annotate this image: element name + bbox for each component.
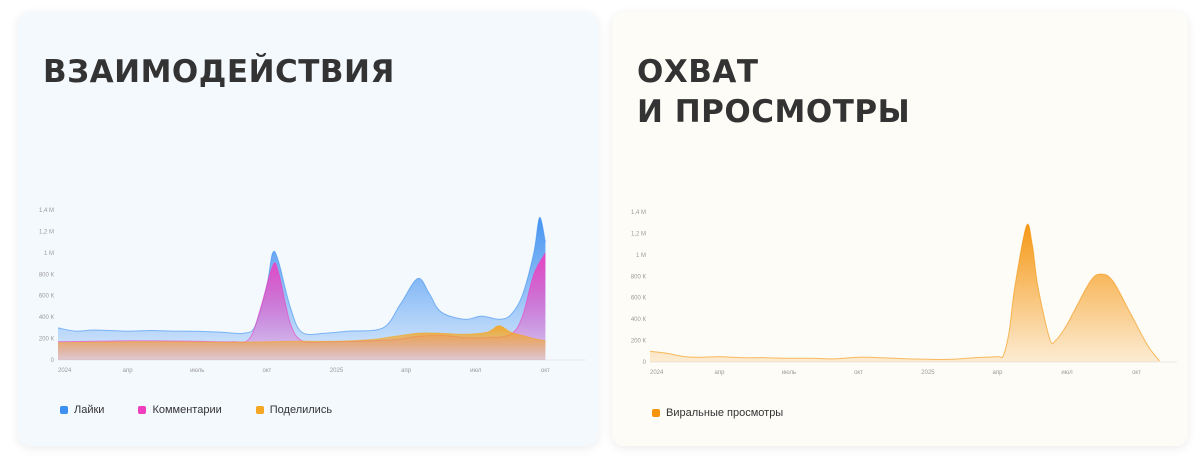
engagement-area-2 bbox=[58, 325, 546, 360]
legend-item-viral-views[interactable]: Виральные просмотры bbox=[652, 407, 783, 419]
reach-x-tick-1: апр bbox=[715, 370, 726, 376]
engagement-title: ВЗАИМОДЕЙСТВИЯ bbox=[43, 54, 395, 90]
reach-x-tick-5: апр bbox=[993, 370, 1004, 376]
reach-x-tick-7: окт bbox=[1132, 370, 1141, 376]
engagement-card: ВЗАИМОДЕЙСТВИЯ 0 200 К 400 К 600 К 800 К 1 М 1… bbox=[18, 12, 598, 446]
engagement-x-tick-0: 2024 bbox=[58, 368, 72, 374]
engagement-y-tick-2: 400 К bbox=[39, 315, 55, 321]
engagement-y-tick-6: 1,2 М bbox=[39, 229, 54, 235]
engagement-y-tick-3: 600 К bbox=[39, 294, 55, 300]
reach-card: ОХВАТ И ПРОСМОТРЫ 0 200 К 400 К 600 К 800 К 1… bbox=[612, 12, 1188, 446]
reach-legend: Виральные просмотры bbox=[652, 407, 783, 419]
reach-y-tick-5: 1 М bbox=[636, 253, 646, 259]
reach-x-tick-6: июл bbox=[1061, 370, 1073, 376]
engagement-line-0 bbox=[57, 216, 546, 335]
legend-item-comments[interactable]: Комментарии bbox=[138, 404, 222, 416]
legend-label-comments: Комментарии bbox=[152, 404, 222, 416]
legend-label-likes: Лайки bbox=[74, 404, 105, 416]
legend-swatch-shares bbox=[255, 406, 264, 414]
reach-x-tick-2: июль bbox=[782, 370, 796, 376]
engagement-x-tick-2: июль bbox=[190, 368, 204, 374]
legend-swatch-comments bbox=[138, 406, 147, 414]
engagement-x-tick-6: июл bbox=[470, 368, 482, 374]
reach-x-tick-4: 2025 bbox=[921, 370, 935, 376]
reach-y-tick-0: 0 bbox=[643, 360, 647, 366]
reach-y-tick-7: 1,4 М bbox=[631, 210, 646, 216]
engagement-y-tick-0: 0 bbox=[51, 358, 55, 364]
legend-swatch-viral-views bbox=[652, 409, 660, 417]
reach-line-0 bbox=[649, 223, 1160, 362]
reach-y-tick-4: 800 К bbox=[631, 274, 647, 280]
reach-x-tick-3: окт bbox=[854, 370, 863, 376]
reach-y-tick-1: 200 К bbox=[631, 339, 647, 345]
reach-y-tick-2: 400 К bbox=[631, 317, 647, 323]
legend-item-likes[interactable]: Лайки bbox=[60, 404, 104, 416]
engagement-legend: Лайки Комментарии Поделились bbox=[60, 404, 332, 416]
engagement-chart: 0 200 К 400 К 600 К 800 К 1 М 1,2 М 1,4 М 2024 ап… bbox=[39, 208, 586, 374]
legend-label-viral-views: Виральные просмотры bbox=[666, 407, 784, 419]
engagement-x-tick-3: окт bbox=[262, 368, 271, 374]
legend-swatch-likes bbox=[60, 406, 68, 414]
legend-item-shares[interactable]: Поделились bbox=[255, 404, 333, 416]
reach-chart: 0 200 К 400 К 600 К 800 К 1 М 1,2 М 1,4 М 2024 ап… bbox=[631, 210, 1177, 376]
engagement-y-tick-5: 1 М bbox=[44, 251, 54, 257]
legend-label-shares: Поделились bbox=[269, 404, 333, 416]
engagement-x-tick-7: окт bbox=[541, 368, 550, 374]
engagement-y-tick-1: 200 К bbox=[39, 337, 55, 343]
reach-y-tick-3: 600 К bbox=[631, 296, 647, 302]
engagement-y-tick-7: 1,4 М bbox=[39, 208, 54, 214]
engagement-x-tick-5: апр bbox=[401, 368, 412, 374]
engagement-area-0 bbox=[58, 217, 546, 360]
engagement-line-2 bbox=[57, 325, 546, 344]
reach-title: ОХВАТ И ПРОСМОТРЫ bbox=[637, 54, 911, 130]
engagement-x-tick-4: 2025 bbox=[330, 368, 344, 374]
reach-y-tick-6: 1,2 М bbox=[631, 231, 646, 237]
reach-x-tick-0: 2024 bbox=[650, 370, 664, 376]
engagement-x-tick-1: апр bbox=[123, 368, 134, 374]
engagement-y-tick-4: 800 К bbox=[39, 272, 55, 278]
reach-area-0 bbox=[650, 224, 1160, 362]
